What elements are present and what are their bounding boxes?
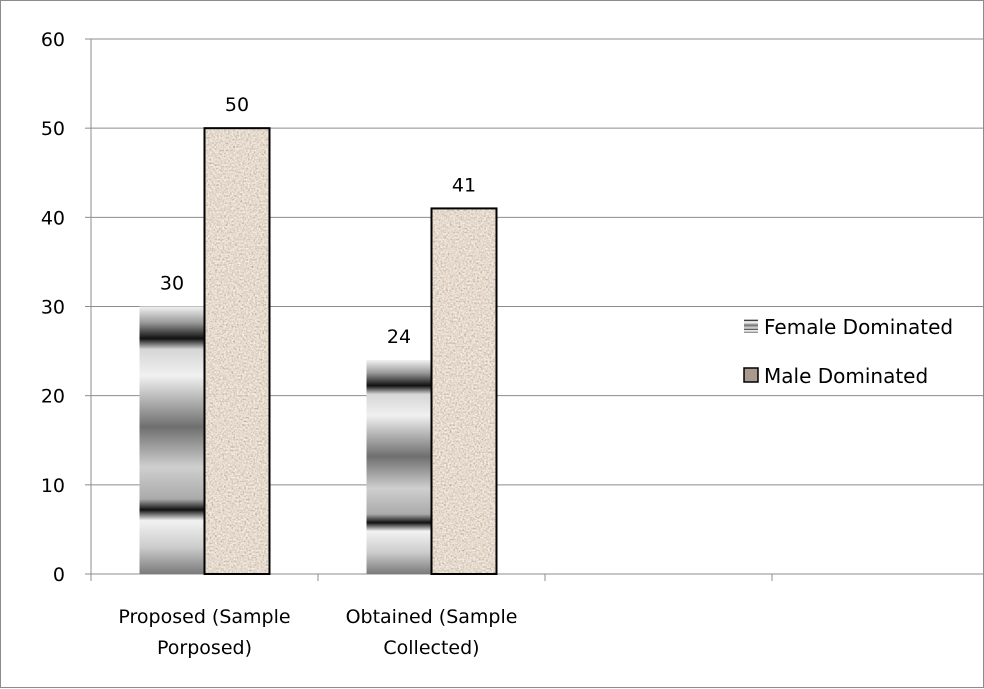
data-label: 50 [225, 94, 249, 116]
x-category-label: Porposed) [157, 637, 252, 659]
x-category-label: Collected) [383, 637, 479, 659]
y-tick-label: 30 [41, 297, 65, 319]
bar-male-dominated-texture [204, 128, 270, 574]
legend-label: Male Dominated [764, 364, 928, 388]
bar-male-dominated [203, 127, 271, 576]
bars [139, 127, 498, 576]
data-label: 24 [387, 326, 411, 348]
legend: Female Dominated Male Dominated [743, 315, 953, 388]
legend-swatch-female [744, 319, 758, 333]
axes: 0 10 20 30 40 50 60 Proposed (Sample Porposed) Ob… [41, 29, 984, 659]
data-label: 30 [160, 273, 184, 295]
bar-male-dominated [430, 207, 498, 576]
data-labels: 30 50 24 41 [160, 94, 476, 348]
legend-label: Female Dominated [764, 315, 953, 339]
data-label: 41 [452, 174, 476, 196]
legend-swatch-male [743, 367, 759, 383]
x-category-label: Proposed (Sample [118, 606, 290, 628]
y-tick-label: 0 [53, 564, 65, 586]
y-tick-label: 20 [41, 386, 65, 408]
bar-male-dominated-texture [431, 208, 497, 574]
bar-female-dominated [139, 306, 205, 574]
x-category-label: Obtained (Sample [346, 606, 518, 628]
y-tick-label: 10 [41, 475, 65, 497]
y-tick-label: 60 [41, 29, 65, 51]
y-tick-label: 40 [41, 207, 65, 229]
y-tick-label: 50 [41, 118, 65, 140]
bar-female-dominated [366, 360, 432, 574]
